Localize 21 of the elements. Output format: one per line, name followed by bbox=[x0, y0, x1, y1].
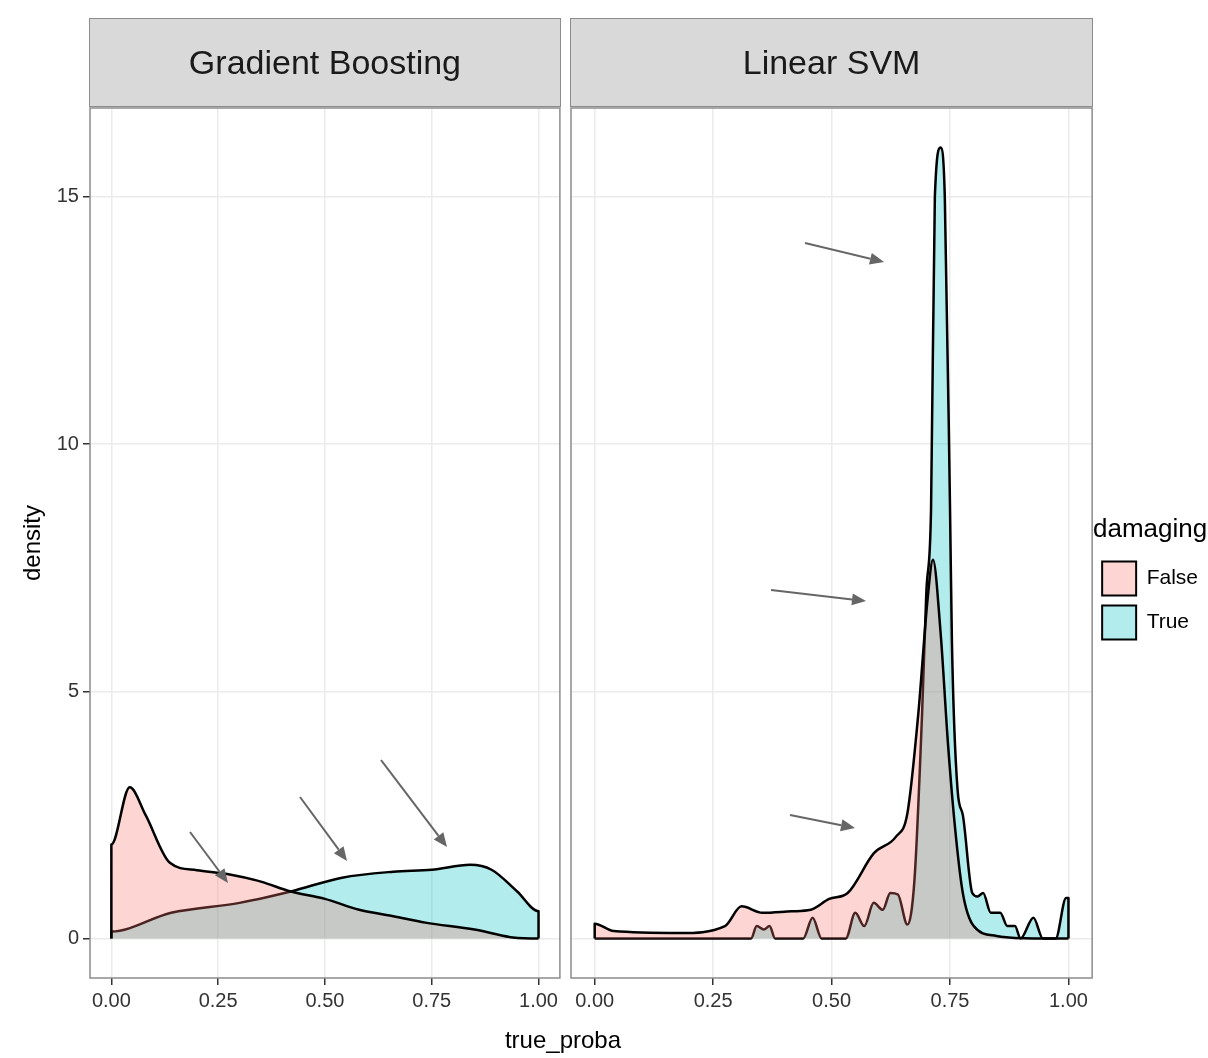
x-tick-label: 1.00 bbox=[1048, 988, 1088, 1011]
chart-title: Linear SVM bbox=[570, 18, 1094, 107]
legend-title: damaging bbox=[1092, 512, 1208, 543]
x-tick-label: 0.75 bbox=[930, 988, 970, 1011]
x-tick-label: 0.75 bbox=[412, 988, 452, 1011]
x-tick-label: 1.00 bbox=[519, 988, 559, 1011]
x-tick-label: 0.25 bbox=[693, 988, 733, 1011]
x-axis-title: true_proba bbox=[504, 1026, 622, 1054]
y-tick-label: 15 bbox=[56, 184, 79, 207]
x-tick-label: 0.50 bbox=[812, 988, 852, 1011]
y-axis-title: density bbox=[18, 504, 46, 582]
legend-label: True bbox=[1146, 609, 1190, 633]
chart-title: Gradient Boosting bbox=[89, 18, 561, 107]
x-tick-label: 0.50 bbox=[305, 988, 345, 1011]
legend-label: False bbox=[1146, 565, 1199, 589]
y-tick-label: 5 bbox=[67, 678, 79, 701]
y-tick-label: 0 bbox=[67, 925, 79, 948]
x-tick-label: 0.25 bbox=[198, 988, 238, 1011]
x-tick-label: 0.00 bbox=[91, 988, 131, 1011]
y-tick-label: 10 bbox=[56, 431, 79, 454]
x-tick-label: 0.00 bbox=[575, 988, 615, 1011]
